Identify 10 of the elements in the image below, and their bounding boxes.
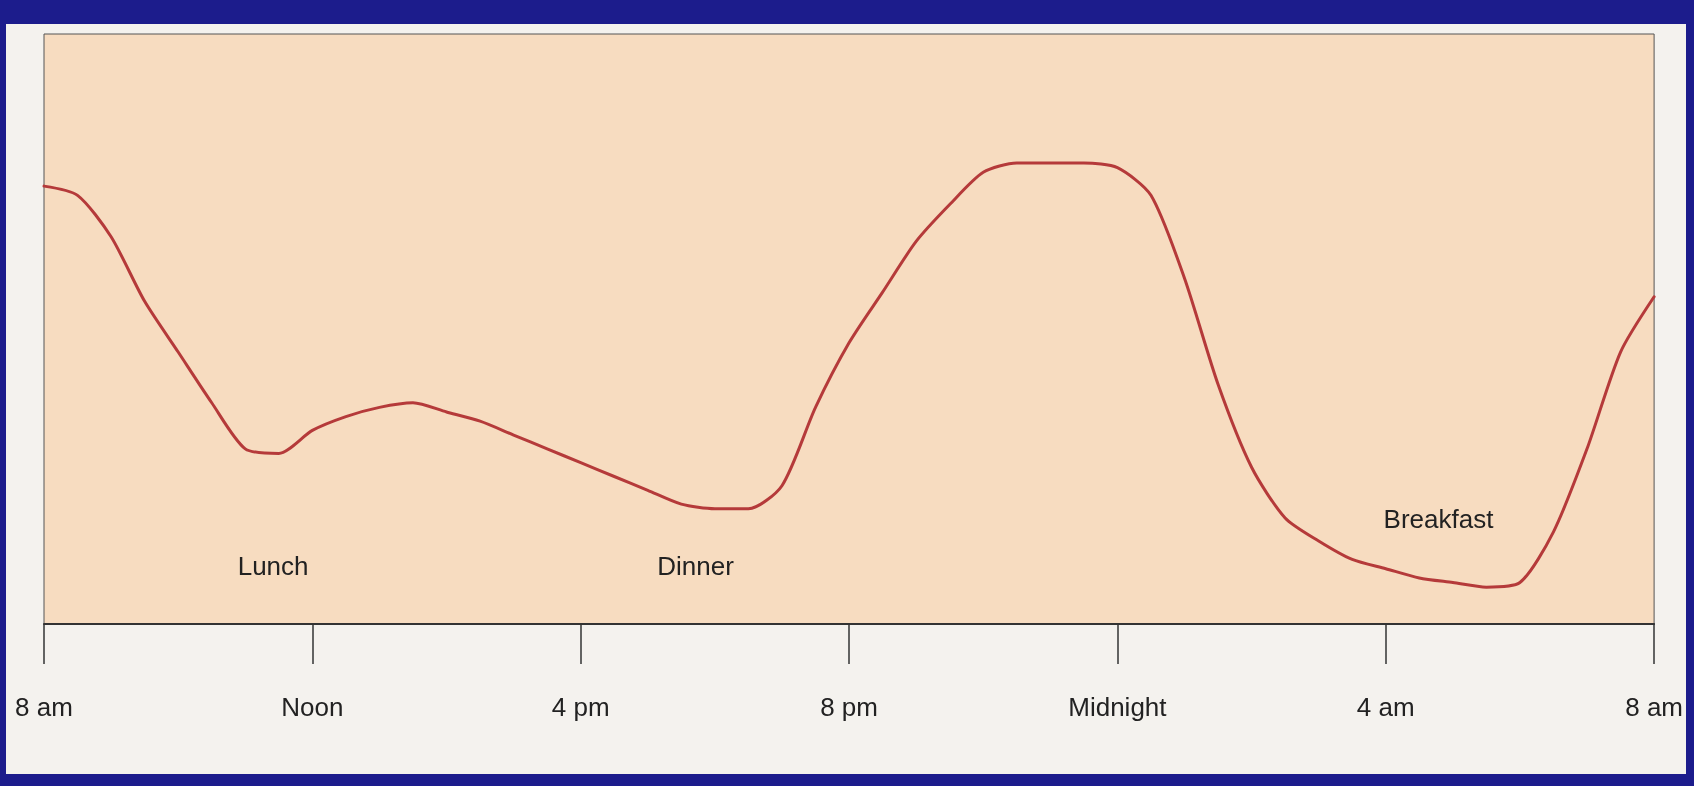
- x-tick-label: 8 am: [1625, 692, 1684, 722]
- x-tick-label: 4 am: [1356, 692, 1415, 722]
- x-tick-label: 8 am: [15, 692, 73, 722]
- x-tick-label: 8 pm: [820, 692, 878, 722]
- x-tick-label: Noon: [281, 692, 344, 722]
- annotation: Breakfast: [1383, 504, 1495, 534]
- x-tick-label: Midnight: [1068, 692, 1168, 722]
- annotation: Dinner: [657, 551, 735, 582]
- x-tick-label: 4 pm: [551, 692, 610, 722]
- annotation: Lunch: [237, 551, 309, 582]
